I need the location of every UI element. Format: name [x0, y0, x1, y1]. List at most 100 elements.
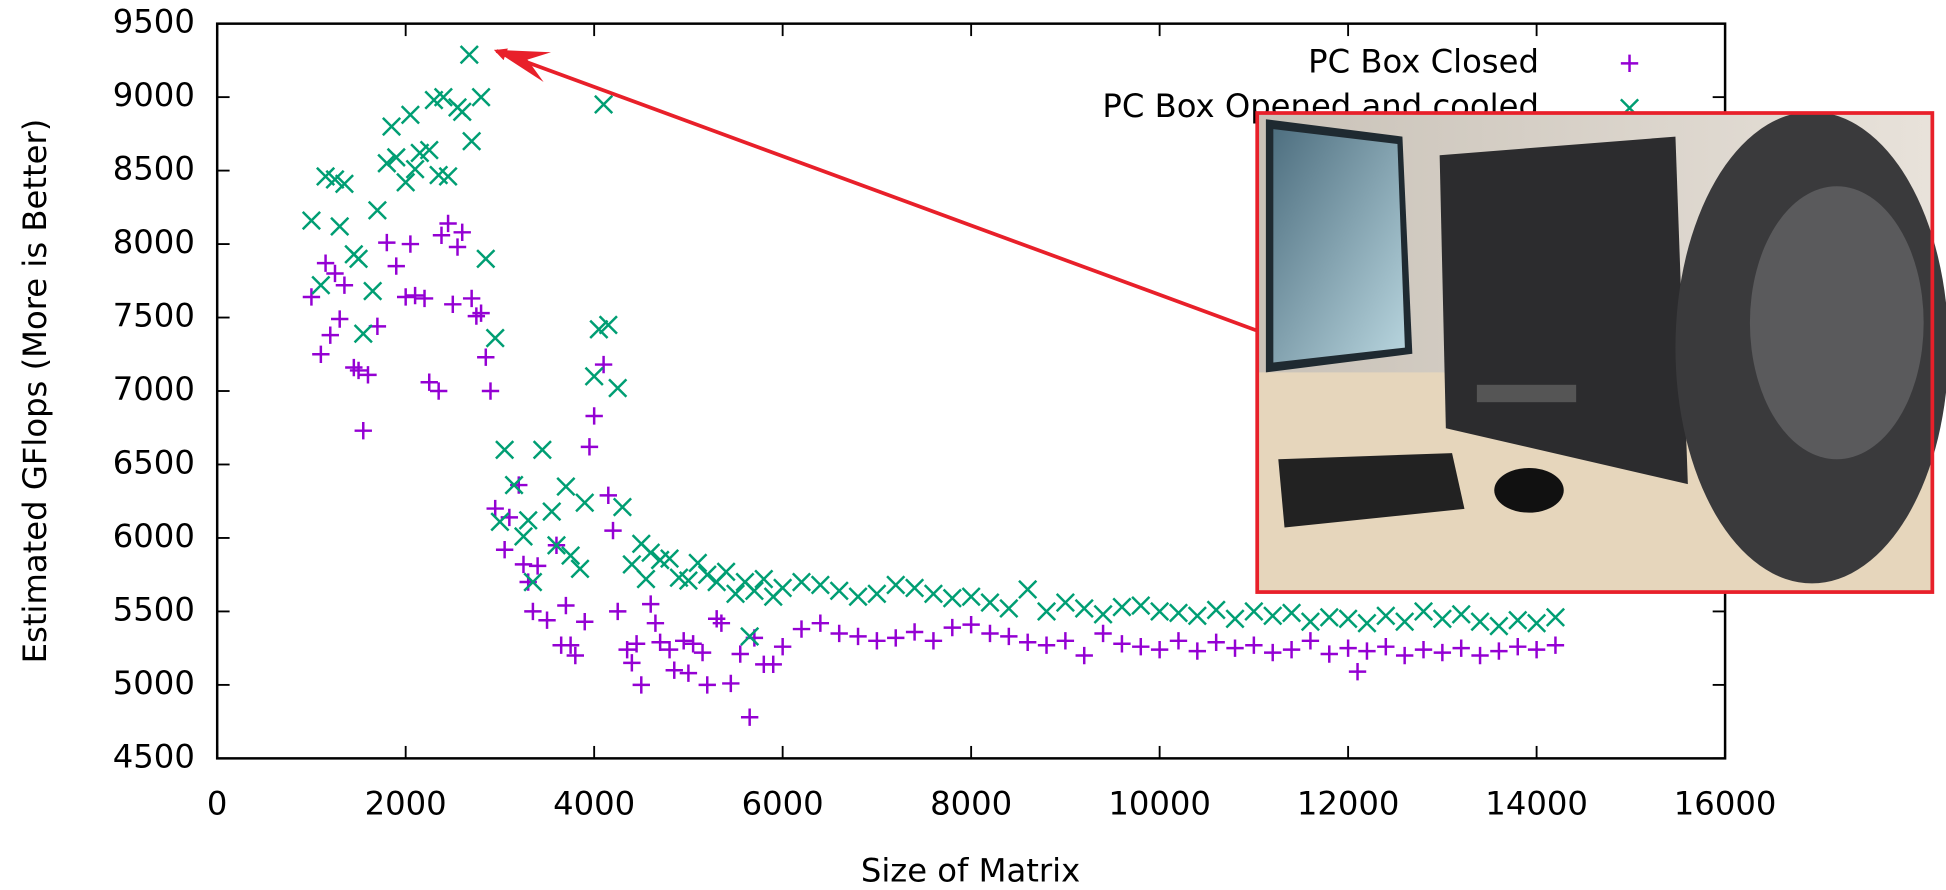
data-point	[476, 249, 496, 269]
data-point	[1113, 635, 1131, 653]
data-point	[1206, 600, 1226, 620]
x-tick-label: 2000	[365, 785, 447, 823]
keyboard	[1278, 453, 1465, 528]
data-point	[1509, 638, 1527, 656]
data-point	[1187, 606, 1207, 626]
data-point	[962, 615, 980, 634]
data-point	[1282, 640, 1301, 659]
data-point	[1132, 638, 1150, 656]
data-point	[740, 626, 760, 646]
data-point	[467, 307, 486, 325]
data-point	[684, 635, 702, 653]
data-point	[623, 654, 641, 672]
data-point	[942, 588, 962, 608]
data-point	[481, 382, 500, 400]
data-point	[961, 587, 981, 607]
data-point	[1150, 640, 1169, 659]
y-tick-label: 8500	[113, 150, 195, 188]
fan-hub	[1749, 186, 1924, 460]
x-tick-label: 0	[207, 785, 228, 823]
data-point	[675, 632, 693, 650]
data-point	[348, 249, 369, 269]
data-point	[1037, 636, 1056, 654]
data-point	[1414, 640, 1433, 659]
legend-symbol	[1620, 54, 1639, 73]
data-point	[561, 546, 581, 566]
legend-label: PC Box Closed	[1308, 42, 1539, 80]
data-point	[1489, 616, 1509, 636]
data-point	[532, 440, 552, 460]
data-point	[923, 584, 944, 604]
data-point	[528, 557, 547, 575]
mouse	[1494, 467, 1564, 513]
data-point	[740, 708, 759, 726]
data-point	[1282, 603, 1302, 623]
data-point	[829, 581, 849, 601]
data-point	[524, 602, 542, 621]
data-point	[1451, 604, 1471, 624]
data-point	[556, 476, 576, 497]
data-point	[599, 486, 617, 505]
data-point	[570, 559, 590, 579]
data-point	[452, 102, 472, 122]
data-point	[1094, 624, 1112, 643]
data-point	[1433, 643, 1452, 662]
data-point	[1338, 609, 1358, 629]
data-point	[830, 624, 848, 643]
data-point	[301, 210, 321, 231]
data-point	[1471, 646, 1489, 665]
data-point	[312, 345, 330, 363]
data-point	[490, 512, 510, 532]
data-point	[542, 501, 562, 522]
arrow	[494, 48, 1257, 332]
data-point	[1339, 639, 1357, 657]
data-point	[486, 499, 504, 518]
data-point	[609, 602, 627, 621]
data-point	[1245, 636, 1263, 654]
y-tick-label: 6500	[113, 443, 195, 481]
data-point	[598, 315, 618, 335]
data-point	[744, 581, 764, 601]
data-point	[378, 233, 396, 252]
data-point	[1413, 601, 1434, 621]
data-point	[707, 610, 726, 628]
data-point	[886, 575, 906, 595]
data-point	[495, 541, 514, 559]
x-tick-label: 16000	[1674, 785, 1777, 823]
data-point	[665, 661, 683, 679]
data-point	[349, 361, 368, 380]
data-point	[1018, 633, 1037, 651]
data-point	[678, 571, 698, 591]
data-point	[659, 548, 680, 569]
data-point	[1508, 610, 1528, 630]
data-point	[693, 643, 712, 662]
data-point	[575, 493, 595, 513]
data-point	[1263, 606, 1283, 626]
data-point	[495, 440, 515, 460]
data-point	[1395, 612, 1415, 632]
data-point	[1055, 593, 1075, 613]
data-point	[943, 618, 961, 637]
x-tick-label: 14000	[1485, 785, 1588, 823]
data-point	[1169, 632, 1188, 650]
data-point	[453, 223, 471, 242]
data-point	[688, 553, 708, 573]
data-point	[905, 578, 925, 598]
data-point	[321, 326, 339, 344]
data-point	[585, 407, 603, 425]
data-point	[396, 288, 415, 306]
data-point	[589, 319, 609, 339]
data-point	[848, 587, 868, 607]
data-point	[604, 521, 622, 540]
data-point	[722, 674, 740, 693]
data-point	[514, 555, 533, 574]
data-point	[594, 94, 614, 115]
data-point	[811, 614, 830, 632]
y-tick-label: 5500	[113, 590, 195, 628]
data-point	[792, 620, 811, 638]
data-point	[1225, 609, 1245, 629]
x-tick-label: 8000	[930, 785, 1012, 823]
data-point	[386, 147, 406, 167]
data-point	[867, 584, 887, 604]
